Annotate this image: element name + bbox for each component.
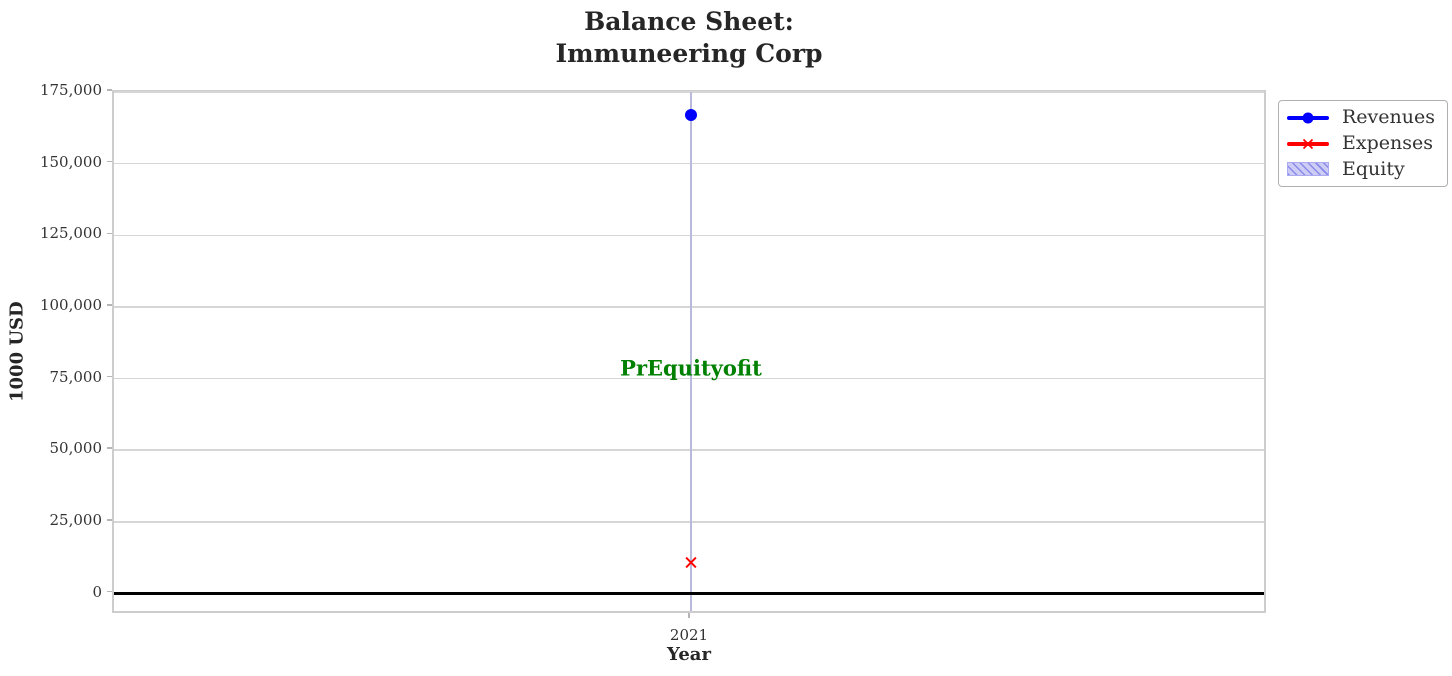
y-tick-label: 25,000 xyxy=(49,510,103,529)
y-tick-mark xyxy=(107,304,112,306)
expenses-point xyxy=(685,553,697,572)
y-gridline xyxy=(114,234,1264,237)
y-gridline xyxy=(114,449,1264,451)
y-tick-label: 50,000 xyxy=(49,439,103,458)
legend-item-revenues: Revenues xyxy=(1287,108,1435,127)
x-gridline xyxy=(690,92,692,611)
y-tick-mark xyxy=(107,160,112,163)
y-tick-label: 175,000 xyxy=(39,81,102,99)
y-gridline xyxy=(114,162,1264,165)
line-x-icon xyxy=(1287,135,1329,152)
x-axis-label: Year xyxy=(667,644,711,665)
patch-hatch-icon xyxy=(1287,161,1329,178)
y-gridline xyxy=(114,306,1264,308)
y-tick-label: 100,000 xyxy=(39,295,102,314)
legend-item-label: Equity xyxy=(1342,158,1405,180)
y-tick-mark xyxy=(107,232,112,235)
x-tick-label: 2021 xyxy=(669,626,709,644)
y-tick-label: 75,000 xyxy=(49,367,103,386)
legend-item-equity: Equity xyxy=(1287,160,1435,179)
legend-item-label: Revenues xyxy=(1342,106,1435,128)
y-gridline xyxy=(114,521,1264,523)
y-tick-label: 125,000 xyxy=(39,224,102,243)
plot-area: PrEquityofit xyxy=(112,90,1266,613)
y-gridline xyxy=(114,377,1264,380)
revenues-point xyxy=(685,108,697,121)
zero-line xyxy=(114,592,1264,595)
y-gridline xyxy=(114,91,1264,93)
chart-title: Balance Sheet: Immuneering Corp xyxy=(555,7,823,68)
hatch-patch-icon xyxy=(1287,162,1329,176)
legend-item-label: Expenses xyxy=(1342,132,1433,154)
y-tick-mark xyxy=(107,89,112,91)
line-circle-icon xyxy=(1287,109,1329,126)
y-tick-label: 150,000 xyxy=(39,152,102,171)
legend-item-expenses: Expenses xyxy=(1287,134,1435,153)
y-tick-mark xyxy=(107,375,112,378)
y-tick-mark xyxy=(107,447,112,449)
circle-marker-icon xyxy=(1302,112,1314,123)
y-tick-mark xyxy=(107,519,112,521)
y-tick-label: 0 xyxy=(92,582,102,601)
x-tick-mark xyxy=(688,613,690,618)
annotation-text: PrEquityofit xyxy=(620,355,762,381)
x-marker-icon xyxy=(1302,134,1314,153)
y-tick-mark xyxy=(107,590,112,593)
legend: Revenues Expenses Equity xyxy=(1278,100,1448,187)
